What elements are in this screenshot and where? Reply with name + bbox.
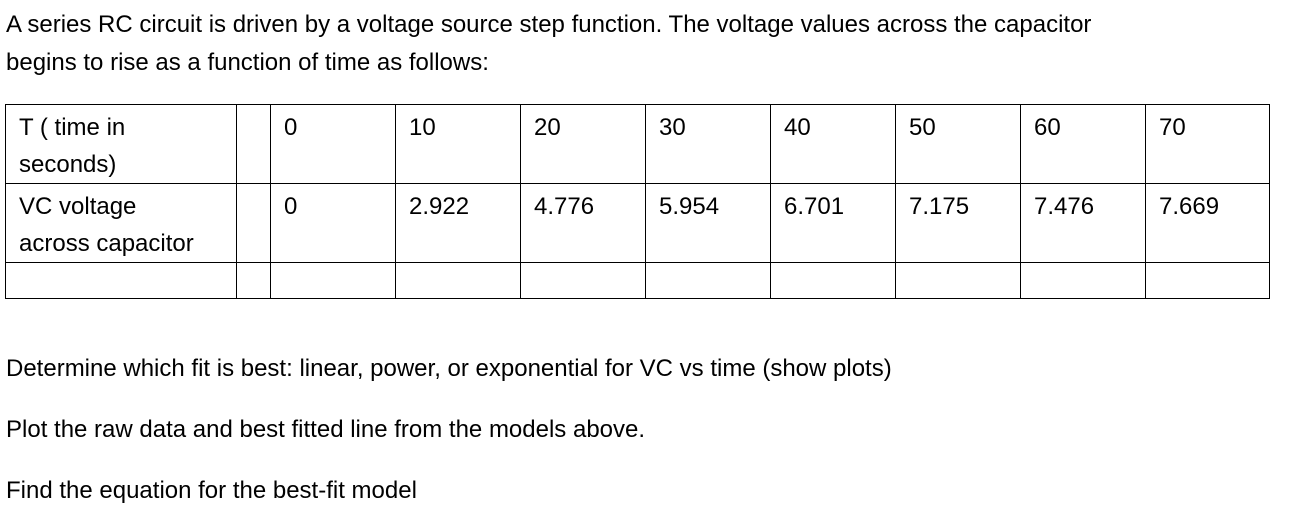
spacer-cell [236,183,271,263]
table-row-empty [5,262,1270,299]
time-value-cell: 40 [770,104,896,184]
rc-data-table: T ( time in seconds) 0 10 20 30 40 50 60… [5,104,1270,299]
empty-cell [395,262,521,299]
empty-cell [5,262,237,299]
time-label-line-1: T ( time in [19,114,126,141]
empty-cell [1020,262,1146,299]
time-value-cell: 50 [895,104,1021,184]
empty-cell [770,262,896,299]
voltage-value-cell: 7.476 [1020,183,1146,263]
intro-line-2: begins to rise as a function of time as … [6,49,489,76]
spacer-cell [236,262,271,299]
empty-cell [645,262,771,299]
voltage-value-cell: 4.776 [520,183,646,263]
time-label-cell: T ( time in seconds) [5,104,237,184]
time-value-cell: 70 [1145,104,1270,184]
empty-cell [895,262,1021,299]
time-value-cell: 30 [645,104,771,184]
empty-cell [270,262,396,299]
question-best-fit: Determine which fit is best: linear, pow… [6,355,892,382]
voltage-label-cell: VC voltage across capacitor [5,183,237,263]
time-value-cell: 20 [520,104,646,184]
empty-cell [1145,262,1270,299]
time-value-cell: 10 [395,104,521,184]
voltage-value-cell: 5.954 [645,183,771,263]
voltage-label-line-1: VC voltage [19,193,137,220]
voltage-value-cell: 0 [270,183,396,263]
question-plot: Plot the raw data and best fitted line f… [6,416,646,443]
empty-cell [520,262,646,299]
question-equation: Find the equation for the best-fit model [6,477,417,504]
time-value-cell: 0 [270,104,396,184]
intro-line-1: A series RC circuit is driven by a volta… [6,11,1092,38]
time-label-line-2: seconds) [19,151,117,178]
voltage-label-line-2: across capacitor [19,230,194,257]
voltage-value-cell: 7.669 [1145,183,1270,263]
time-value-cell: 60 [1020,104,1146,184]
table-row-time: T ( time in seconds) 0 10 20 30 40 50 60… [5,104,1270,184]
spacer-cell [236,104,271,184]
voltage-value-cell: 2.922 [395,183,521,263]
voltage-value-cell: 6.701 [770,183,896,263]
table-row-voltage: VC voltage across capacitor 0 2.922 4.77… [5,183,1270,263]
problem-intro: A series RC circuit is driven by a volta… [6,6,1286,82]
voltage-value-cell: 7.175 [895,183,1021,263]
